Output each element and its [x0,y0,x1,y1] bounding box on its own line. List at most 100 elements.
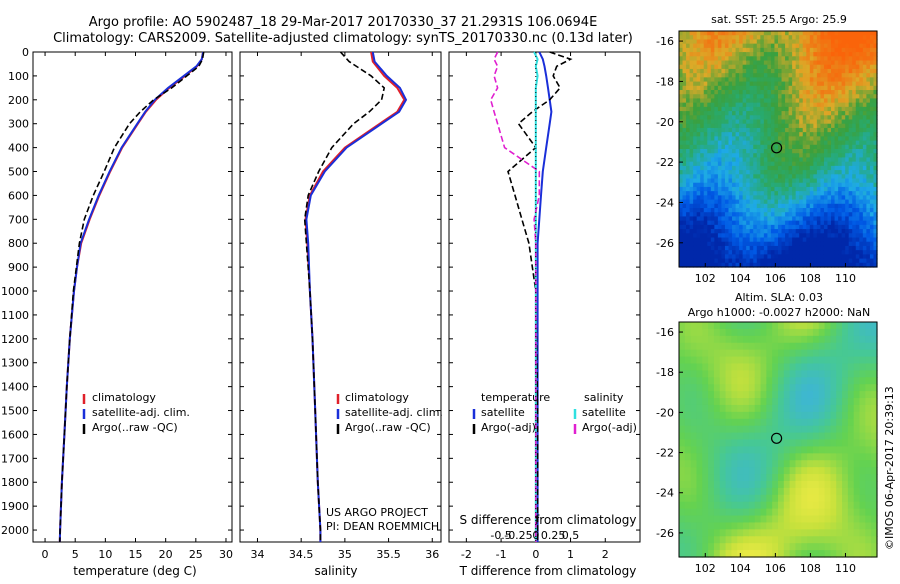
heatmap-cell [696,322,703,330]
heatmap-cell [862,191,867,196]
heatmap-cell [812,439,820,448]
heatmap-cell [859,115,864,121]
heatmap-cell [855,90,860,95]
heatmap-cell [831,60,836,66]
heatmap-cell [813,241,818,247]
heatmap-cell [774,35,779,41]
heatmap-cell [827,115,832,121]
heatmap-cell [772,411,779,420]
heatmap-cell [772,363,779,371]
heatmap-cell [862,149,867,154]
heatmap-cell [682,85,687,91]
heatmap-cell [714,157,719,163]
heatmap-cell [853,480,861,489]
heatmap-cell [852,31,857,36]
heatmap-cell [841,258,846,264]
heatmap-cell [855,153,860,159]
heatmap-cell [686,174,691,180]
heatmap-cell [813,102,818,108]
heatmap-cell [781,73,786,78]
heatmap-cell [841,178,846,184]
heatmap-cell [789,328,797,337]
heatmap-cell [724,73,730,78]
heatmap-cell [838,35,843,41]
heatmap-cell [845,39,850,45]
heatmap-cell [799,106,804,112]
heatmap-cell [690,529,698,537]
heatmap-cell [847,446,855,454]
heatmap-cell [865,432,872,441]
heatmap-cell [831,140,836,146]
sal-legend-argo: Argo(..raw -QC) [345,421,431,434]
heatmap-cell [721,39,726,45]
heatmap-cell [732,56,737,62]
heatmap-cell [742,229,747,234]
heatmap-cell [778,52,783,57]
heatmap-cell [772,404,779,413]
heatmap-cell [873,115,878,121]
heatmap-cell [746,182,751,188]
heatmap-cell [830,453,837,461]
heatmap-cell [753,224,758,230]
heatmap-cell [862,153,867,159]
heatmap-cell [871,467,878,475]
heatmap-cell [732,178,737,184]
heatmap-cell [845,195,850,201]
heatmap-cell [753,220,758,226]
heatmap-cell [795,245,800,251]
heatmap-cell [743,363,750,371]
heatmap-cell [679,258,684,264]
heatmap-cell [719,446,727,454]
heatmap-cell [818,356,826,365]
heatmap-cell [806,186,811,192]
heatmap-cell [760,474,767,482]
heatmap-cell [719,494,727,503]
heatmap-cell [823,119,829,125]
heatmap-cell [778,174,783,180]
heatmap-cell [809,56,814,62]
heatmap-cell [682,157,687,163]
heatmap-cell [689,170,694,175]
heatmap-cell [725,515,733,524]
heatmap-cell [728,81,733,87]
heatmap-cell [838,136,843,142]
heatmap-cell [866,241,871,247]
heatmap-cell [714,73,719,78]
heatmap-cell [693,35,698,41]
heatmap-cell [830,384,837,392]
heatmap-cell [746,208,751,213]
heatmap-cell [823,208,829,213]
heatmap-cell [693,161,698,167]
heatmap-cell [763,245,768,251]
x-tick-label: 110 [835,562,856,575]
heatmap-cell [700,102,705,108]
heatmap-cell [859,73,864,78]
heatmap-cell [742,224,747,230]
heatmap-cell [746,178,751,184]
heatmap-cell [847,411,855,420]
heatmap-cell [788,56,793,62]
heatmap-cell [753,39,758,45]
heatmap-cell [702,543,709,551]
heatmap-cell [756,77,761,83]
heatmap-cell [862,64,867,70]
heatmap-cell [743,328,750,337]
heatmap-cell [813,144,818,150]
heatmap-cell [690,446,698,454]
heatmap-cell [823,149,829,154]
heatmap-cell [848,258,853,264]
heatmap-cell [760,94,765,100]
heatmap-cell [809,195,814,201]
heatmap-cell [772,536,779,544]
heatmap-cell [746,31,751,36]
heatmap-cell [845,35,850,41]
heatmap-cell [783,460,791,468]
heatmap-cell [816,262,822,268]
heatmap-cell [807,328,814,337]
heatmap-cell [816,43,822,49]
heatmap-cell [834,111,839,116]
heatmap-cell [799,258,804,264]
heatmap-cell [735,123,740,129]
heatmap-cell [831,229,836,234]
heatmap-cell [684,349,692,358]
